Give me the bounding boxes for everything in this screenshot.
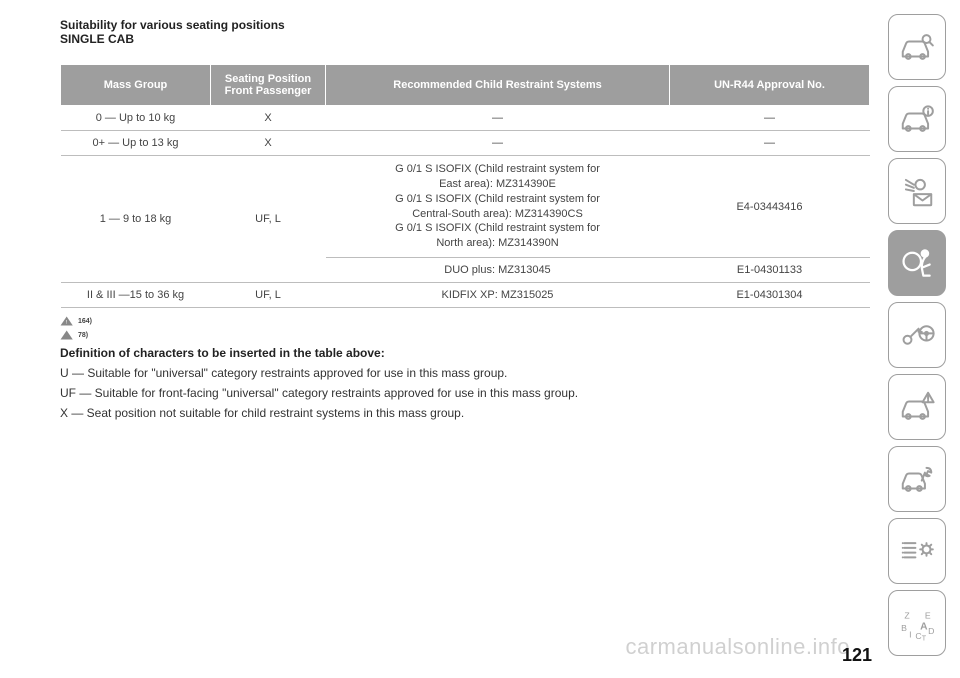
table-header-row: Mass Group Seating Position Front Passen… — [61, 65, 870, 106]
note-text: 78) — [78, 332, 88, 339]
cell: E1-04301133 — [670, 258, 870, 283]
tab-index[interactable]: Z E B A D I C T — [888, 590, 946, 656]
cell: — — [326, 131, 670, 156]
table-row: 0 — Up to 10 kg X — — — [61, 106, 870, 131]
notes-block: ! 164) 78) — [60, 316, 870, 340]
svg-text:B: B — [901, 623, 907, 633]
tab-car-service[interactable] — [888, 446, 946, 512]
note-item: ! 164) — [60, 316, 870, 326]
list-gear-icon — [898, 532, 936, 570]
header-recommended-systems: Recommended Child Restraint Systems — [326, 65, 670, 106]
warning-triangle-icon: ! — [60, 316, 74, 326]
definition-x: X — Seat position not suitable for child… — [60, 406, 870, 420]
key-steering-icon — [898, 316, 936, 354]
header-seating-position: Seating Position Front Passenger — [211, 65, 326, 106]
cell: DUO plus: MZ313045 — [326, 258, 670, 283]
svg-text:T: T — [922, 634, 927, 642]
definition-u: U — Suitable for "universal" category re… — [60, 366, 870, 380]
definitions-heading: Definition of characters to be inserted … — [60, 346, 870, 360]
cell: E1-04301304 — [670, 283, 870, 308]
tab-key-steering[interactable] — [888, 302, 946, 368]
note-item: 78) — [60, 330, 870, 340]
cell: II & III —15 to 36 kg — [61, 283, 211, 308]
cell: UF, L — [211, 283, 326, 308]
cell: 0+ — Up to 13 kg — [61, 131, 211, 156]
cell: 0 — Up to 10 kg — [61, 106, 211, 131]
tab-specs[interactable] — [888, 518, 946, 584]
light-envelope-icon — [898, 172, 936, 210]
warning-triangle-icon — [60, 330, 74, 340]
cell: E4-03443416 — [670, 156, 870, 258]
cell: — — [670, 106, 870, 131]
cell: — — [326, 106, 670, 131]
svg-text:Z: Z — [904, 610, 910, 620]
table-row: 0+ — Up to 13 kg X — — — [61, 131, 870, 156]
airbag-icon — [898, 244, 936, 282]
car-warning-icon — [898, 388, 936, 426]
alphabet-index-icon: Z E B A D I C T — [898, 604, 936, 642]
cell: X — [211, 106, 326, 131]
table-row: II & III —15 to 36 kg UF, L KIDFIX XP: M… — [61, 283, 870, 308]
svg-text:D: D — [928, 626, 934, 636]
cell: KIDFIX XP: MZ315025 — [326, 283, 670, 308]
section-tabs-sidebar: Z E B A D I C T — [888, 14, 946, 656]
tab-car-info[interactable] — [888, 86, 946, 152]
title-line-2: SINGLE CAB — [60, 32, 870, 46]
page-number: 121 — [842, 645, 872, 666]
tab-lights-messages[interactable] — [888, 158, 946, 224]
svg-text:E: E — [925, 610, 931, 620]
header-mass-group: Mass Group — [61, 65, 211, 106]
definition-uf: UF — Suitable for front-facing "universa… — [60, 386, 870, 400]
watermark-text: carmanualsonline.info — [625, 634, 850, 660]
header-approval-no: UN-R44 Approval No. — [670, 65, 870, 106]
title-line-1: Suitability for various seating position… — [60, 18, 870, 32]
cell: X — [211, 131, 326, 156]
tab-car-search[interactable] — [888, 14, 946, 80]
suitability-table: Mass Group Seating Position Front Passen… — [60, 64, 870, 308]
svg-text:C: C — [915, 631, 921, 641]
cell: UF, L — [211, 156, 326, 283]
cell: — — [670, 131, 870, 156]
svg-text:I: I — [909, 629, 911, 639]
cell: 1 — 9 to 18 kg — [61, 156, 211, 283]
car-info-icon — [898, 100, 936, 138]
tab-airbag[interactable] — [888, 230, 946, 296]
table-row: 1 — 9 to 18 kg UF, L G 0/1 S ISOFIX (Chi… — [61, 156, 870, 258]
car-search-icon — [898, 28, 936, 66]
cell: G 0/1 S ISOFIX (Child restraint system f… — [326, 156, 670, 258]
note-text: 164) — [78, 318, 92, 325]
page-content: Suitability for various seating position… — [0, 0, 960, 420]
car-wrench-icon — [898, 460, 936, 498]
tab-car-warning[interactable] — [888, 374, 946, 440]
